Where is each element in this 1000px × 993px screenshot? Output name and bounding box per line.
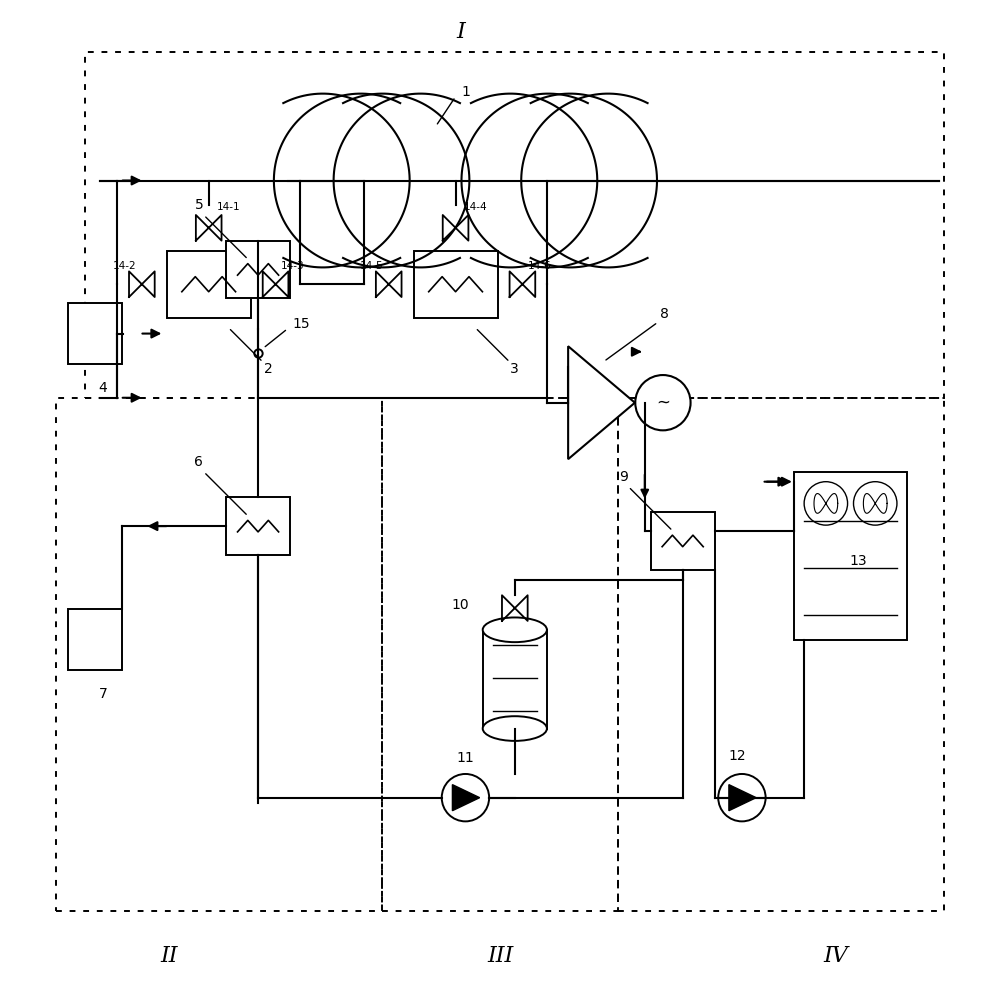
Polygon shape [729,784,756,810]
Bar [68,303,122,364]
Bar [226,240,290,298]
Text: 14-4: 14-4 [463,202,487,213]
Text: 11: 11 [457,751,474,766]
Bar [483,630,547,729]
Text: 4: 4 [99,381,107,395]
Bar [382,398,618,912]
Bar [651,512,715,570]
Bar [414,250,498,318]
Text: 14-3: 14-3 [280,261,304,271]
Text: 9: 9 [619,470,628,484]
Text: 12: 12 [728,749,746,764]
Text: IV: IV [823,944,848,966]
Text: 14-5: 14-5 [360,261,384,271]
Bar [167,250,251,318]
Text: 14-6: 14-6 [527,261,551,271]
Text: 8: 8 [660,307,669,321]
Text: 15: 15 [293,317,310,331]
Text: ~: ~ [656,393,670,412]
Bar [68,609,122,670]
Text: 5: 5 [194,199,203,213]
Text: 14-2: 14-2 [113,261,137,271]
Text: 1: 1 [461,84,470,98]
Bar [618,398,944,912]
Ellipse shape [483,716,547,741]
Circle shape [442,774,489,821]
Text: 10: 10 [452,598,469,612]
Text: 7: 7 [99,687,107,701]
Bar [226,497,290,555]
Bar [56,398,382,912]
Text: 13: 13 [850,554,867,568]
Text: 6: 6 [194,455,203,469]
Text: 2: 2 [264,362,272,376]
Circle shape [804,482,848,525]
Bar [85,53,944,398]
Text: III: III [487,944,513,966]
Bar [794,472,907,639]
Ellipse shape [483,618,547,642]
Circle shape [854,482,897,525]
Text: II: II [160,944,178,966]
Polygon shape [452,784,480,810]
Circle shape [635,375,691,430]
Text: 14-1: 14-1 [217,202,240,213]
Text: I: I [456,22,465,44]
Text: 3: 3 [510,362,519,376]
Circle shape [718,774,766,821]
Polygon shape [568,347,635,459]
